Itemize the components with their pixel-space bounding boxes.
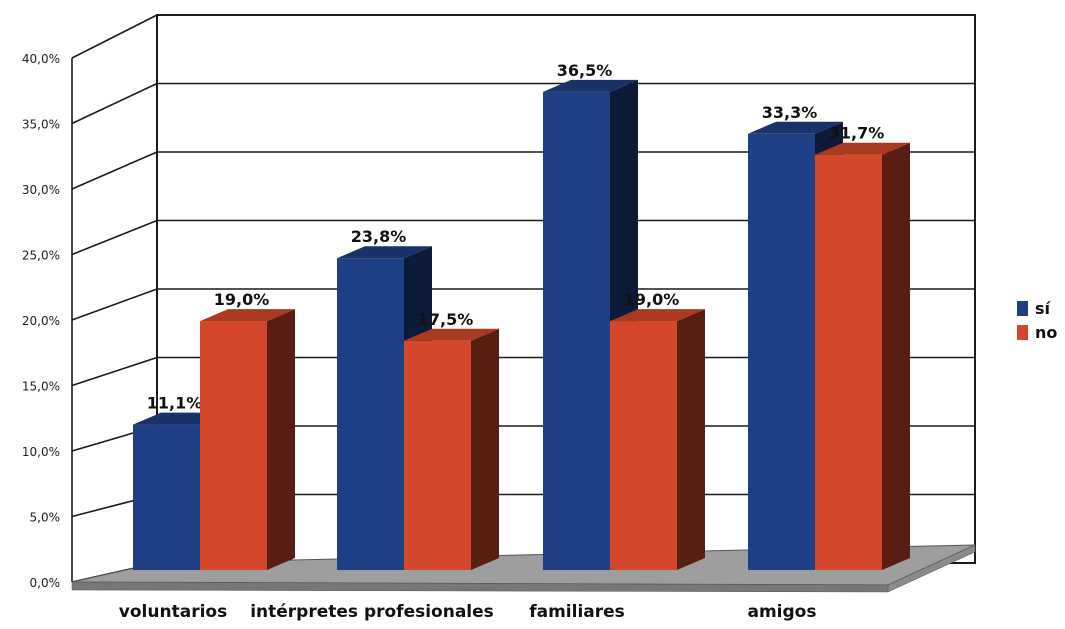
bar-top-no [610,309,705,322]
bar-si [543,91,610,570]
x-category-label: amigos [748,602,817,622]
bar-no [200,321,267,570]
y-tick-label: 35,0% [22,118,60,132]
legend-item-si: sí [1017,296,1057,320]
legend-swatch-si [1017,300,1028,316]
bar-si [337,258,404,570]
bar-top-si [543,79,638,92]
y-tick-label: 15,0% [22,380,60,394]
x-category-label: voluntarios [119,602,227,622]
legend-swatch-no [1017,324,1028,340]
bar-side-no [882,142,910,571]
legend-label-si: sí [1035,298,1051,318]
bar-no [610,321,677,570]
side-gridline [71,219,158,256]
bar-side-no [677,309,705,570]
x-category-label: intérpretes profesionales [250,602,494,622]
data-label-no: 31,7% [829,124,885,143]
bar-no [815,154,882,571]
side-gridline [71,356,158,387]
side-gridline [71,82,158,125]
y-tick-label: 0,0% [30,576,61,590]
bar-top-no [815,142,910,155]
bar-side-no [471,328,499,570]
data-label-si: 33,3% [762,103,818,122]
side-gridline [71,288,158,321]
bar-top-no [200,309,295,322]
y-tick-label: 20,0% [22,314,60,328]
y-tick-label: 10,0% [22,445,60,459]
data-label-si: 23,8% [351,227,407,246]
y-tick-label: 5,0% [30,511,61,525]
bar-no [404,340,471,570]
y-tick-label: 40,0% [22,52,60,66]
data-label-si: 11,1% [147,394,203,413]
legend-item-no: no [1017,320,1057,344]
bar-si [748,133,815,570]
data-label-no: 17,5% [418,310,474,329]
legend-label-no: no [1035,322,1058,342]
data-label-no: 19,0% [214,290,270,309]
y-tick-label: 25,0% [22,249,60,263]
bar-side-no [267,309,295,570]
bar-top-no [404,328,499,341]
x-category-label: familiares [529,602,625,622]
data-label-si: 36,5% [557,61,613,80]
y-tick-label: 30,0% [22,183,60,197]
bar-top-si [748,121,843,134]
bar-top-si [337,246,432,259]
bar-si [133,424,200,570]
legend: sí no [1017,296,1057,344]
side-gridline [71,151,158,190]
data-label-no: 19,0% [624,290,680,309]
side-gridline [71,14,158,59]
floor-edge-right [887,544,976,593]
